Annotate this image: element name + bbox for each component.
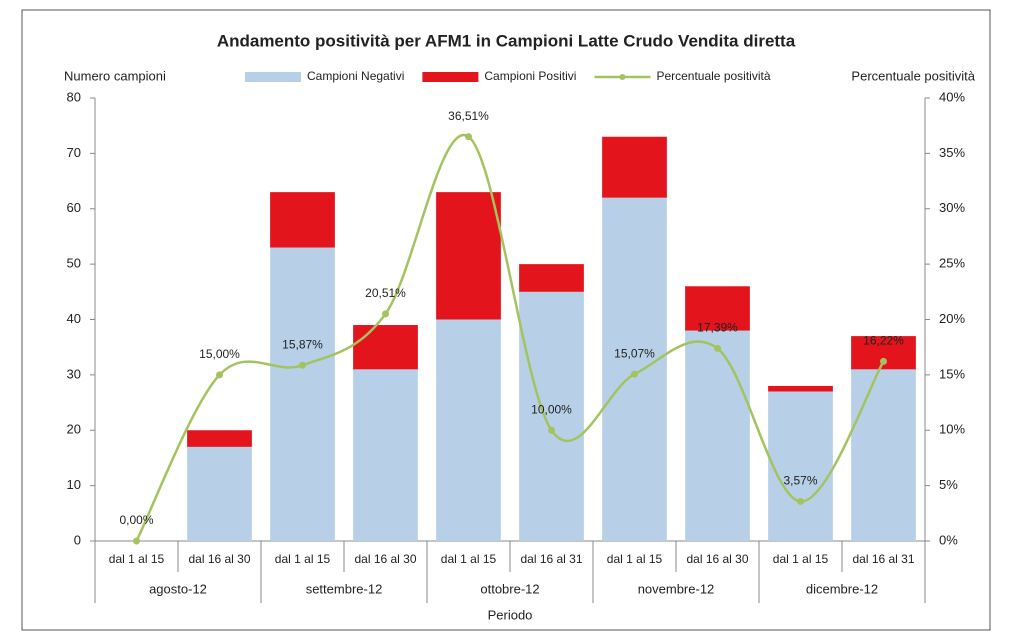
data-label: 15,07% <box>614 346 655 360</box>
bar <box>270 192 335 248</box>
y-tick-label: 80 <box>67 89 81 104</box>
data-label: 10,00% <box>531 402 572 416</box>
x-tick-label: dal 1 al 15 <box>275 552 331 566</box>
y-tick-label: 50 <box>67 256 81 271</box>
data-label: 20,51% <box>365 286 406 300</box>
bar <box>768 391 833 541</box>
y-tick-label: 70 <box>67 145 81 160</box>
x-tick-label: dal 16 al 31 <box>852 552 914 566</box>
bar <box>851 369 916 541</box>
frame <box>21 9 991 631</box>
x-tick-label: dal 1 al 15 <box>773 552 829 566</box>
legend-swatch <box>245 72 301 82</box>
data-label: 36,51% <box>448 109 489 123</box>
line-point <box>548 426 555 434</box>
legend-label: Campioni Positivi <box>484 69 576 83</box>
group-label: settembre-12 <box>306 581 383 596</box>
bar <box>602 197 667 542</box>
y2-tick-label: 40% <box>939 89 965 104</box>
data-label: 17,39% <box>697 321 738 335</box>
y2-axis-title: Percentuale positività <box>851 68 975 83</box>
y-axis-title: Numero campioni <box>64 68 166 83</box>
bar <box>519 264 584 292</box>
y2-tick-label: 35% <box>939 145 965 160</box>
bar <box>187 430 252 447</box>
group-label: dicembre-12 <box>806 581 878 596</box>
line-point <box>382 310 389 318</box>
line-point <box>133 537 140 545</box>
line-point <box>714 344 721 352</box>
x-tick-label: dal 16 al 30 <box>686 552 748 566</box>
bar <box>436 192 501 320</box>
group-label: ottobre-12 <box>480 581 539 596</box>
bar <box>353 325 418 370</box>
y2-tick-label: 5% <box>939 477 958 492</box>
y-tick-label: 60 <box>67 200 81 215</box>
x-axis-title: Periodo <box>488 607 533 622</box>
legend-label: Campioni Negativi <box>307 69 404 83</box>
bar <box>436 319 501 541</box>
legend-swatch <box>422 72 479 82</box>
y-tick-label: 10 <box>67 477 81 492</box>
legend-label: Percentuale positività <box>656 69 770 83</box>
y-tick-label: 20 <box>67 422 81 437</box>
chart-title: Andamento positività per AFM1 in Campion… <box>217 31 796 50</box>
bar <box>685 286 750 331</box>
legend-swatch <box>619 74 626 80</box>
data-label: 15,87% <box>282 337 323 351</box>
line <box>135 133 885 542</box>
line-point <box>631 370 638 378</box>
y2-tick-label: 15% <box>939 366 965 381</box>
line-point <box>880 357 887 365</box>
bar <box>270 247 335 541</box>
y2-tick-label: 0% <box>939 532 958 547</box>
group-label: novembre-12 <box>638 581 715 596</box>
group-label: agosto-12 <box>149 581 207 596</box>
x-tick-label: dal 1 al 15 <box>607 552 663 566</box>
x-tick-label: dal 16 al 30 <box>354 552 416 566</box>
y2-tick-label: 30% <box>939 200 965 215</box>
x-tick-label: dal 1 al 15 <box>441 552 497 566</box>
line-point <box>465 133 472 141</box>
y2-tick-label: 10% <box>939 422 965 437</box>
line-point <box>299 361 306 369</box>
bar <box>685 330 750 541</box>
x-tick-label: dal 16 al 30 <box>188 552 250 566</box>
data-label: 16,22% <box>863 334 904 348</box>
x-tick-label: dal 1 al 15 <box>109 552 165 566</box>
data-label: 15,00% <box>199 347 240 361</box>
bar <box>353 369 418 541</box>
line-point <box>797 497 804 505</box>
line-point <box>216 371 223 379</box>
bar <box>519 291 584 541</box>
bar <box>602 136 667 198</box>
bar <box>768 385 833 392</box>
y2-tick-label: 25% <box>939 256 965 271</box>
y-tick-label: 0 <box>74 532 81 547</box>
data-label: 0,00% <box>119 513 153 527</box>
y2-tick-label: 20% <box>939 311 965 326</box>
x-tick-label: dal 16 al 31 <box>520 552 582 566</box>
y-tick-label: 40 <box>67 311 81 326</box>
y-tick-label: 30 <box>67 366 81 381</box>
data-label: 3,57% <box>783 474 817 488</box>
bar <box>187 446 252 541</box>
